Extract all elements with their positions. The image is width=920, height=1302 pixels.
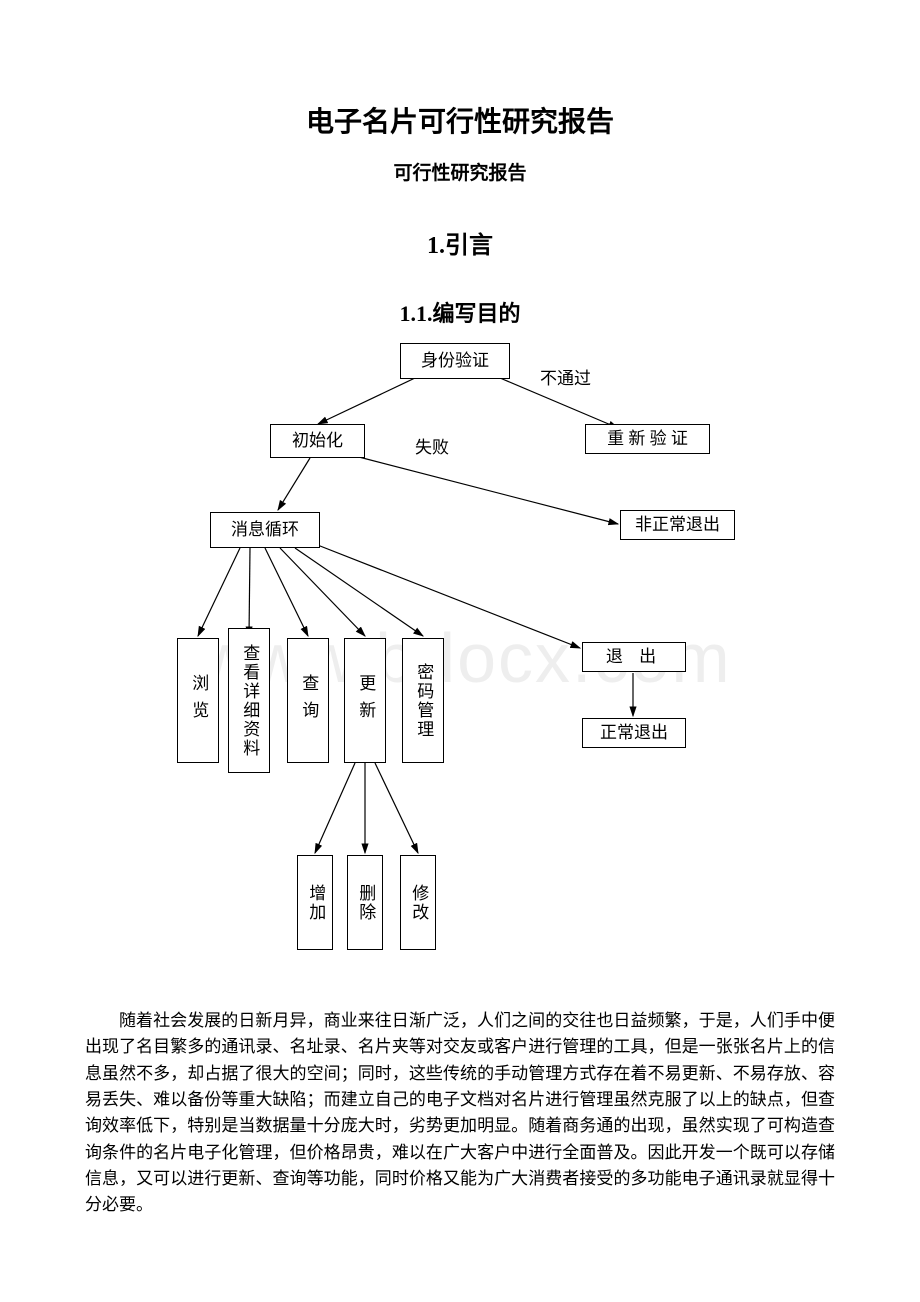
- body-paragraph: 随着社会发展的日新月异，商业来往日渐广泛，人们之间的交往也日益频繁，于是，人们手…: [85, 1008, 835, 1219]
- node-exit: 退 出: [582, 642, 686, 672]
- node-pwd: 密码管理: [402, 638, 444, 763]
- edge-label-fail-right: 不通过: [540, 364, 591, 389]
- node-add: 增加: [297, 855, 333, 950]
- section-1-1-heading: 1.1.编写目的: [85, 296, 835, 328]
- node-reverify: 重 新 验 证: [585, 424, 710, 454]
- subtitle: 可行性研究报告: [85, 158, 835, 185]
- node-abnormal-exit: 非正常退出: [620, 510, 735, 540]
- node-query: 查询: [287, 638, 329, 763]
- node-browse: 浏览: [177, 638, 219, 763]
- node-update: 更新: [344, 638, 386, 763]
- node-auth: 身份验证: [400, 343, 510, 379]
- title-main: 电子名片可行性研究报告: [85, 100, 835, 140]
- node-loop: 消息循环: [210, 512, 320, 548]
- node-init: 初始化: [270, 424, 365, 458]
- node-mod: 修改: [400, 855, 436, 950]
- node-del: 删除: [347, 855, 383, 950]
- section-1-heading: 1.引言: [85, 225, 835, 260]
- node-normal-exit: 正常退出: [582, 718, 686, 748]
- node-detail: 查看详细资料: [228, 628, 270, 773]
- flowchart: www.bdocx.com 身份验证 不通过 初始化 失败 重 新 验 证: [140, 338, 780, 988]
- edge-label-fail-init: 失败: [415, 433, 449, 458]
